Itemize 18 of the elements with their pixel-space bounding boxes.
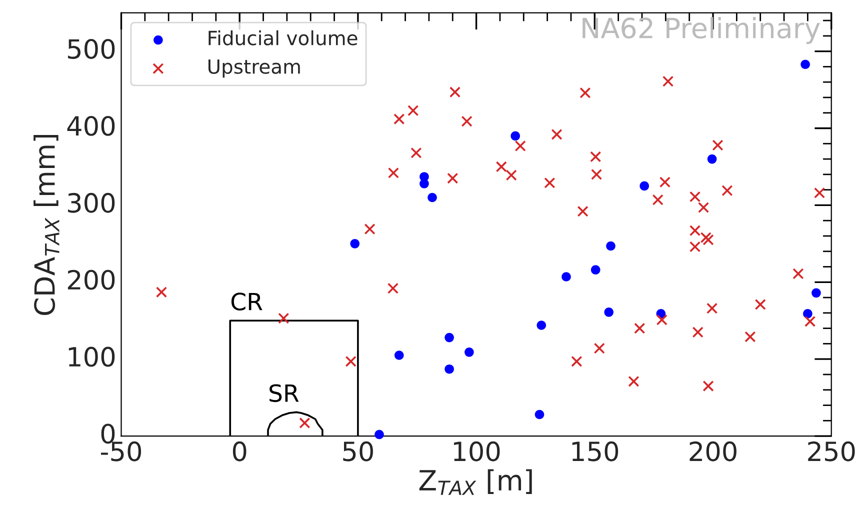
x-tick-label: 0 (232, 441, 246, 462)
y-axis-title: CDA$_{TAX}$ [mm] (34, 134, 60, 315)
y-tick-label: 300 (68, 192, 115, 213)
x-tick-label: 100 (454, 441, 500, 462)
annotation: NA62 Preliminary (582, 17, 820, 44)
y-tick-label: 400 (67, 116, 115, 136)
series-label: SR (270, 384, 299, 402)
y-tick-label: 200 (68, 270, 115, 290)
y-tick-label: 500 (68, 38, 115, 59)
x-tick-label: 50 (343, 441, 373, 462)
x-tick-label: 250 (808, 441, 855, 462)
x-tick-label: 200 (690, 441, 736, 462)
series-label: CR (231, 292, 262, 310)
legend-label: Upstream (208, 59, 300, 78)
x-tick-label: 150 (572, 441, 618, 462)
x-axis-title: Z$_{TAX}$ [m] (419, 469, 532, 495)
y-tick-label: 100 (68, 346, 115, 367)
legend-label: Fiducial volume (208, 30, 358, 46)
